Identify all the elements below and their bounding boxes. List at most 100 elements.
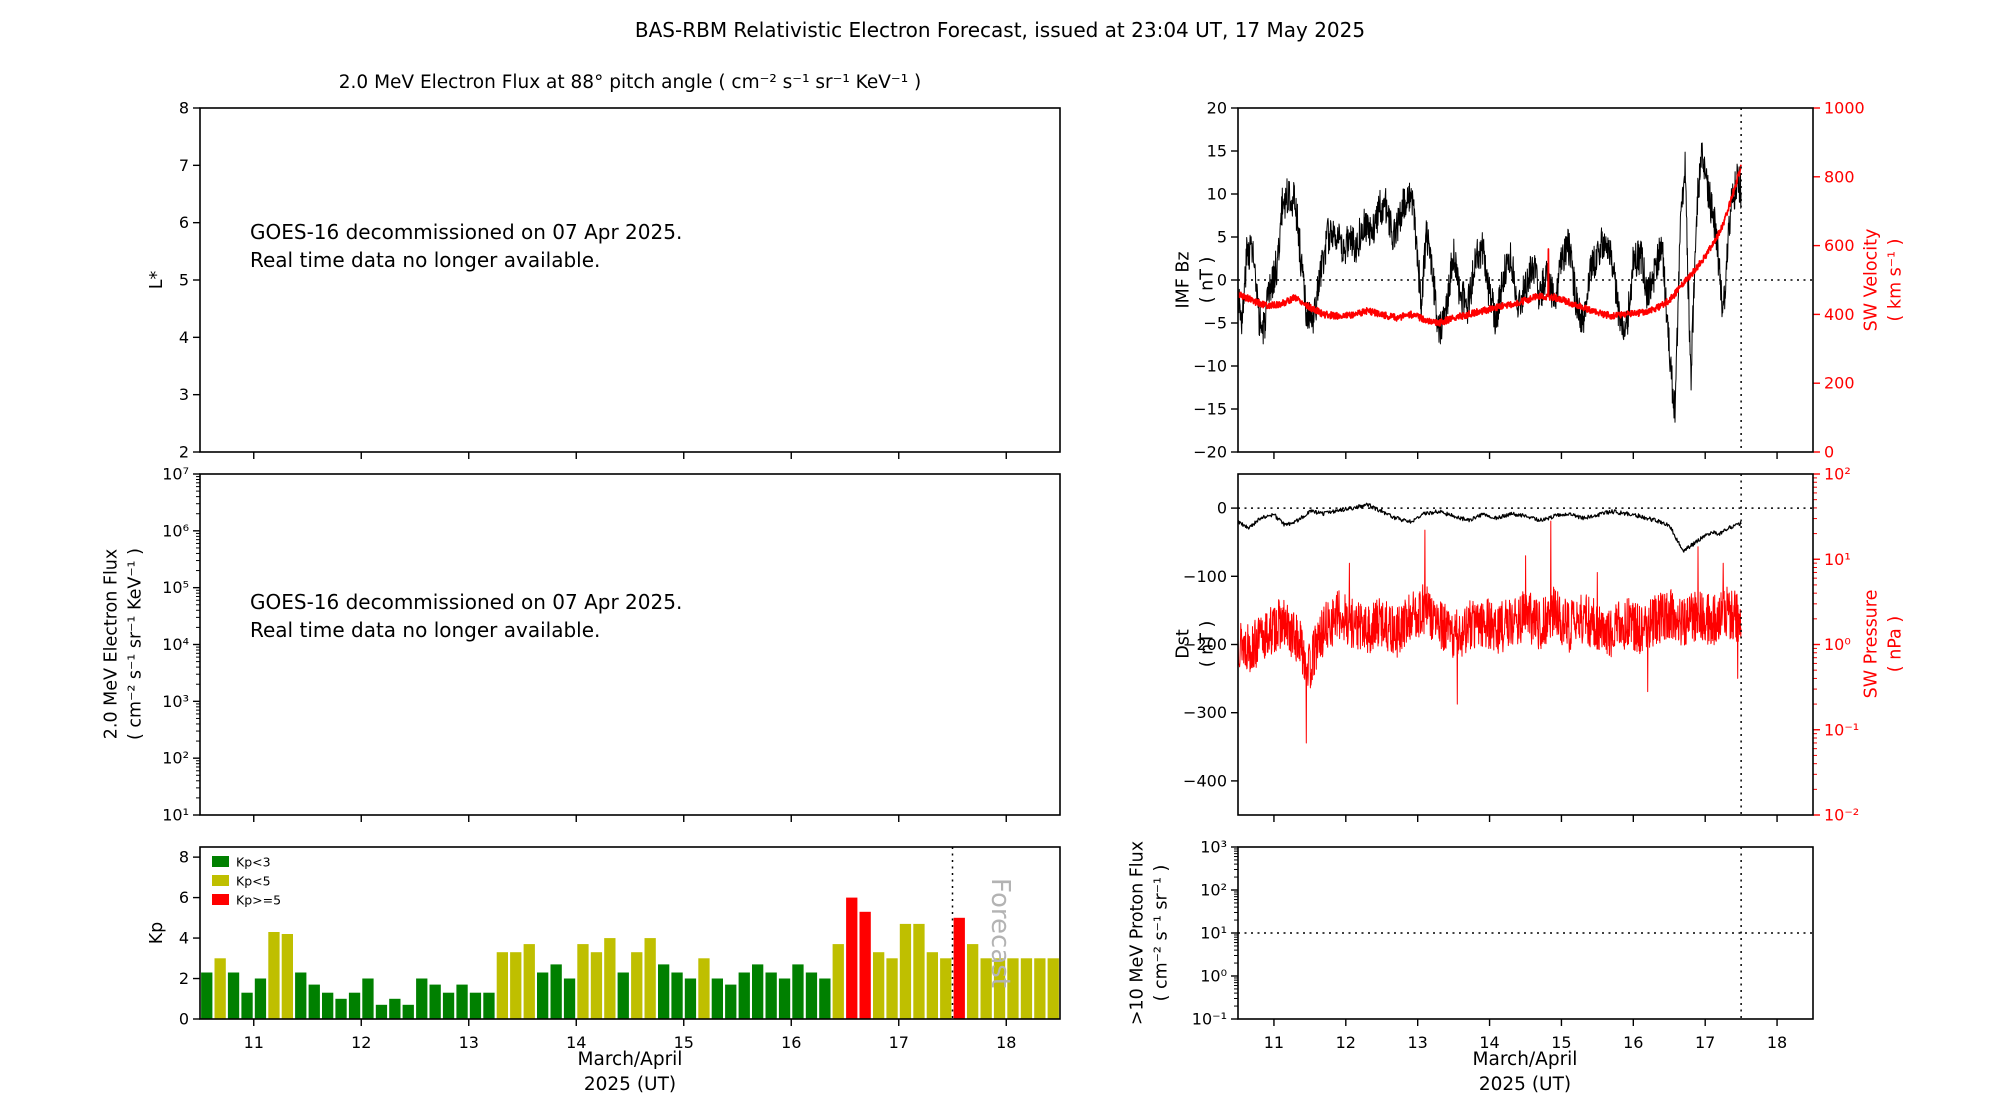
kp-bar — [765, 972, 777, 1019]
panel-kp-index: Kp<3 Kp<5 Kp>=5 0 2 4 6 8 11 12 13 14 15 16 17 18 — [179, 846, 1061, 1052]
panel-frame — [199, 473, 1061, 816]
panel-frame — [199, 846, 1061, 1020]
kp-bar — [980, 958, 992, 1019]
tick-label: 10² — [1824, 465, 1851, 484]
panel-frame — [1237, 107, 1814, 453]
kp-bar — [402, 1004, 414, 1019]
kp-bar — [590, 952, 603, 1019]
kp-bar — [496, 952, 508, 1019]
kp-bar — [214, 958, 226, 1019]
kp-bar — [604, 938, 616, 1019]
kp-bar — [993, 958, 1006, 1019]
tick-label: −400 — [1183, 771, 1227, 790]
tick-label: 14 — [566, 1033, 586, 1052]
tick-label: 5 — [179, 271, 189, 290]
kp-bar — [899, 923, 912, 1019]
kp-bar — [805, 972, 818, 1019]
tick-label: 11 — [1264, 1033, 1284, 1052]
panel-frame — [1237, 846, 1814, 1020]
panel-electron-flux-lstar: 2 3 4 5 6 7 8 — [179, 99, 1061, 462]
kp-bar — [442, 992, 455, 1019]
tick-label: 3 — [179, 385, 189, 404]
kp-bar — [201, 972, 213, 1019]
kp-bar — [416, 978, 428, 1019]
tick-label: 4 — [179, 328, 189, 347]
kp-bar — [295, 972, 307, 1019]
tick-label: 10⁶ — [162, 521, 189, 540]
kp-bar — [617, 972, 629, 1019]
forecast-label: Forecast — [985, 877, 1015, 989]
tick-label: 10⁰ — [1200, 967, 1227, 986]
tick-label: 13 — [1408, 1033, 1428, 1052]
kp-bar — [523, 944, 535, 1019]
kp-bar — [227, 972, 240, 1019]
tick-label: 600 — [1824, 236, 1855, 255]
tick-label: −10 — [1193, 357, 1227, 376]
kp-bar — [752, 964, 764, 1019]
tick-label: 18 — [996, 1033, 1016, 1052]
kp-bar — [577, 944, 589, 1019]
kp-bar — [375, 1004, 388, 1019]
kp-bar — [846, 897, 858, 1019]
tick-label: 10⁴ — [162, 635, 189, 654]
tick-label: −300 — [1183, 703, 1227, 722]
tick-label: 0 — [179, 1010, 189, 1029]
electron-flux-axis-label: 2.0 MeV Electron Flux ( cm⁻² s⁻¹ sr⁻¹ Ke… — [101, 548, 145, 740]
tick-label: 4 — [179, 929, 189, 948]
tick-label: 6 — [179, 213, 189, 232]
tick-label: 10² — [1200, 881, 1227, 900]
kp-bar — [658, 964, 670, 1019]
kp-bar — [362, 978, 374, 1019]
tick-label: 18 — [1767, 1033, 1787, 1052]
legend-swatch — [212, 894, 229, 905]
tick-label: 10⁵ — [162, 578, 189, 597]
tick-label: −20 — [1193, 443, 1227, 462]
tick-label: 15 — [1551, 1033, 1571, 1052]
tick-label: 5 — [1217, 228, 1227, 247]
kp-bar — [254, 978, 267, 1019]
kp-bar — [631, 952, 643, 1019]
tick-label: 0 — [1217, 271, 1227, 290]
series-sw-velocity — [1237, 164, 1742, 327]
decommission-notice-middle: GOES-16 decommissioned on 07 Apr 2025. R… — [250, 590, 683, 642]
kp-bar — [1020, 958, 1033, 1019]
series-imf-bz — [1237, 142, 1742, 423]
dst-axis-label: Dst ( nT ) — [1173, 620, 1217, 668]
kp-bar — [913, 923, 925, 1019]
legend-label: Kp<5 — [236, 874, 271, 889]
tick-label: 400 — [1824, 305, 1855, 324]
tick-label: 8 — [179, 848, 189, 867]
tick-label: −200 — [1183, 635, 1227, 654]
tick-label: 2 — [179, 969, 189, 988]
tick-label: −100 — [1183, 567, 1227, 586]
kp-bar — [335, 998, 347, 1019]
kp-axis-label: Kp — [147, 921, 168, 945]
imf-bz-axis-label: IMF Bz ( nT ) — [1173, 251, 1217, 309]
kp-bar — [725, 984, 737, 1019]
sw-pressure-axis-label: SW Pressure ( nPa ) — [1861, 589, 1905, 699]
kp-bar — [510, 952, 522, 1019]
legend-label: Kp<3 — [236, 855, 271, 870]
tick-label: 10⁻¹ — [1824, 720, 1859, 739]
legend-label: Kp>=5 — [236, 893, 281, 908]
kp-bar — [537, 972, 549, 1019]
right-x-axis-label: March/April 2025 (UT) — [1472, 1049, 1578, 1095]
tick-label: −5 — [1203, 314, 1227, 333]
tick-label: 10⁻¹ — [1192, 1010, 1227, 1029]
flux-panel-title: 2.0 MeV Electron Flux at 88° pitch angle… — [338, 72, 922, 93]
tick-label: 20 — [1207, 99, 1227, 118]
kp-bar — [483, 992, 495, 1019]
tick-label: 10⁷ — [162, 465, 189, 484]
kp-bar — [1047, 958, 1059, 1019]
kp-bar — [711, 978, 723, 1019]
tick-label: 10³ — [1200, 838, 1227, 857]
tick-label: 11 — [244, 1033, 264, 1052]
kp-bar — [698, 958, 710, 1019]
tick-label: 14 — [1479, 1033, 1499, 1052]
kp-bar — [832, 944, 844, 1019]
kp-bar — [738, 972, 750, 1019]
tick-label: 15 — [674, 1033, 694, 1052]
tick-label: 10⁻² — [1824, 806, 1859, 825]
tick-label: 6 — [179, 888, 189, 907]
